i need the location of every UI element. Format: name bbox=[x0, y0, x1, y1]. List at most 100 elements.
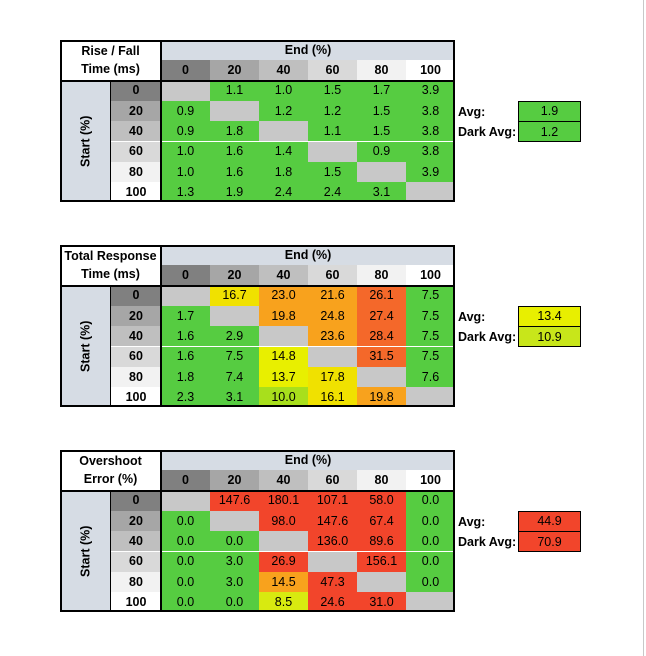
avg-label: Avg: bbox=[458, 309, 486, 324]
data-cell: 1.5 bbox=[357, 100, 406, 122]
table-title-line: Error (%) bbox=[83, 471, 138, 486]
table-border bbox=[60, 79, 455, 82]
data-cell: 0.0 bbox=[161, 571, 210, 593]
data-cell: 1.3 bbox=[161, 182, 210, 203]
column-axis-header: End (%) bbox=[161, 40, 455, 61]
column-header: 60 bbox=[308, 265, 357, 286]
data-cell: 2.4 bbox=[259, 182, 308, 203]
row-header: 40 bbox=[111, 121, 161, 142]
data-cell: 0.0 bbox=[406, 551, 455, 572]
data-cell: 1.7 bbox=[161, 305, 210, 327]
table-title-line: Rise / Fall bbox=[81, 44, 140, 59]
row-header: 20 bbox=[111, 510, 161, 532]
table-border bbox=[453, 450, 455, 613]
data-cell: 7.5 bbox=[406, 326, 455, 347]
data-cell: 14.8 bbox=[259, 346, 308, 367]
data-cell: 19.8 bbox=[259, 305, 308, 327]
data-cell: 1.1 bbox=[210, 80, 259, 101]
data-cell bbox=[210, 510, 259, 532]
data-cell: 1.6 bbox=[161, 326, 210, 347]
data-cell: 1.7 bbox=[357, 80, 406, 101]
avg-label: Avg: bbox=[458, 104, 486, 119]
data-cell: 180.1 bbox=[259, 490, 308, 511]
table-border bbox=[60, 40, 455, 42]
data-cell bbox=[161, 80, 210, 101]
data-cell: 13.7 bbox=[259, 366, 308, 388]
column-header: 60 bbox=[308, 60, 357, 81]
avg-value: 44.9 bbox=[518, 510, 581, 533]
table-border bbox=[60, 245, 62, 408]
data-cell bbox=[259, 121, 308, 142]
row-header: 60 bbox=[111, 141, 161, 162]
column-header: 20 bbox=[210, 60, 259, 81]
row-header: 20 bbox=[111, 100, 161, 122]
data-cell bbox=[406, 592, 455, 613]
data-cell: 0.0 bbox=[161, 531, 210, 552]
data-cell: 10.0 bbox=[259, 387, 308, 408]
data-cell: 58.0 bbox=[357, 490, 406, 511]
data-cell bbox=[406, 387, 455, 408]
data-cell: 136.0 bbox=[308, 531, 357, 552]
column-header: 80 bbox=[357, 60, 406, 81]
data-cell: 3.1 bbox=[210, 387, 259, 408]
row-header: 100 bbox=[111, 592, 161, 613]
dark-avg-label: Dark Avg: bbox=[458, 535, 517, 550]
data-cell: 147.6 bbox=[210, 490, 259, 511]
table-border bbox=[60, 40, 62, 203]
row-header: 100 bbox=[111, 182, 161, 203]
data-cell: 0.9 bbox=[357, 141, 406, 162]
data-cell: 98.0 bbox=[259, 510, 308, 532]
rise-fall-time-table: Rise / Fall Time (ms) End (%) 0 20 40 60 80 100 S… bbox=[60, 40, 581, 203]
column-header: 0 bbox=[161, 470, 210, 491]
data-cell: 0.0 bbox=[406, 531, 455, 552]
table-border bbox=[110, 490, 111, 613]
row-header: 40 bbox=[111, 531, 161, 552]
data-cell: 89.6 bbox=[357, 531, 406, 552]
column-header: 100 bbox=[406, 60, 455, 81]
data-cell: 7.6 bbox=[406, 366, 455, 388]
row-axis-header-text: Start (%) bbox=[78, 525, 93, 578]
row-header: 0 bbox=[111, 285, 161, 306]
data-cell: 1.4 bbox=[259, 141, 308, 162]
data-cell: 19.8 bbox=[357, 387, 406, 408]
table-title: Rise / Fall Time (ms) bbox=[60, 40, 161, 81]
dark-avg-value: 1.2 bbox=[518, 121, 581, 143]
data-cell: 1.5 bbox=[357, 121, 406, 142]
row-axis-header: Start (%) bbox=[60, 490, 111, 613]
data-cell: 1.0 bbox=[161, 161, 210, 183]
data-cell bbox=[210, 305, 259, 327]
data-cell: 0.0 bbox=[161, 510, 210, 532]
data-cell: 7.4 bbox=[210, 366, 259, 388]
data-cell: 23.6 bbox=[308, 326, 357, 347]
row-header: 60 bbox=[111, 346, 161, 367]
data-cell: 0.0 bbox=[406, 571, 455, 593]
table-border bbox=[160, 245, 162, 408]
table-border bbox=[453, 40, 455, 203]
data-cell bbox=[308, 551, 357, 572]
data-cell: 28.4 bbox=[357, 326, 406, 347]
data-cell: 17.8 bbox=[308, 366, 357, 388]
table-border bbox=[160, 40, 162, 203]
data-cell: 1.2 bbox=[308, 100, 357, 122]
table-border bbox=[160, 450, 162, 613]
data-cell bbox=[308, 141, 357, 162]
data-cell: 16.7 bbox=[210, 285, 259, 306]
data-cell: 27.4 bbox=[357, 305, 406, 327]
data-cell: 0.0 bbox=[210, 531, 259, 552]
column-header: 0 bbox=[161, 265, 210, 286]
data-cell: 3.8 bbox=[406, 121, 455, 142]
data-cell: 14.5 bbox=[259, 571, 308, 593]
row-header: 40 bbox=[111, 326, 161, 347]
table-border bbox=[60, 489, 455, 492]
data-cell bbox=[161, 285, 210, 306]
data-cell: 2.4 bbox=[308, 182, 357, 203]
data-cell bbox=[357, 571, 406, 593]
data-cell bbox=[357, 366, 406, 388]
row-header: 0 bbox=[111, 490, 161, 511]
column-header: 20 bbox=[210, 470, 259, 491]
data-cell: 147.6 bbox=[308, 510, 357, 532]
row-header: 60 bbox=[111, 551, 161, 572]
row-axis-header: Start (%) bbox=[60, 80, 111, 203]
row-axis-header-text: Start (%) bbox=[78, 320, 93, 373]
row-header: 80 bbox=[111, 571, 161, 593]
